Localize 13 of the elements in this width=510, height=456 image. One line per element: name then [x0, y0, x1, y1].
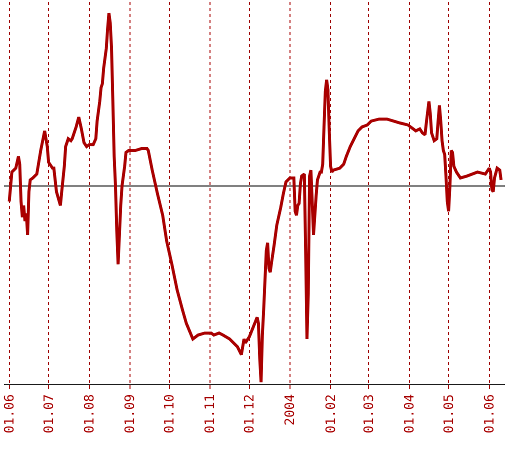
- x-tick-label: 01.09: [123, 394, 138, 434]
- x-tick-label: 2004: [283, 394, 298, 426]
- x-tick-label: 01.04: [402, 394, 418, 434]
- x-tick-label: 01.03: [362, 394, 377, 434]
- x-tick-label: 01.08: [82, 394, 98, 434]
- x-tick-label: 01.11: [203, 394, 218, 434]
- x-tick-label: 01.06: [2, 394, 18, 434]
- x-tick-label: 01.10: [162, 394, 178, 434]
- x-tick-label: 01.07: [42, 394, 57, 434]
- x-tick-label: 01.06: [482, 394, 498, 434]
- x-tick-label: 01.02: [324, 394, 339, 434]
- x-tick-label: 01.05: [442, 394, 457, 434]
- x-tick-label: 01.12: [242, 394, 258, 434]
